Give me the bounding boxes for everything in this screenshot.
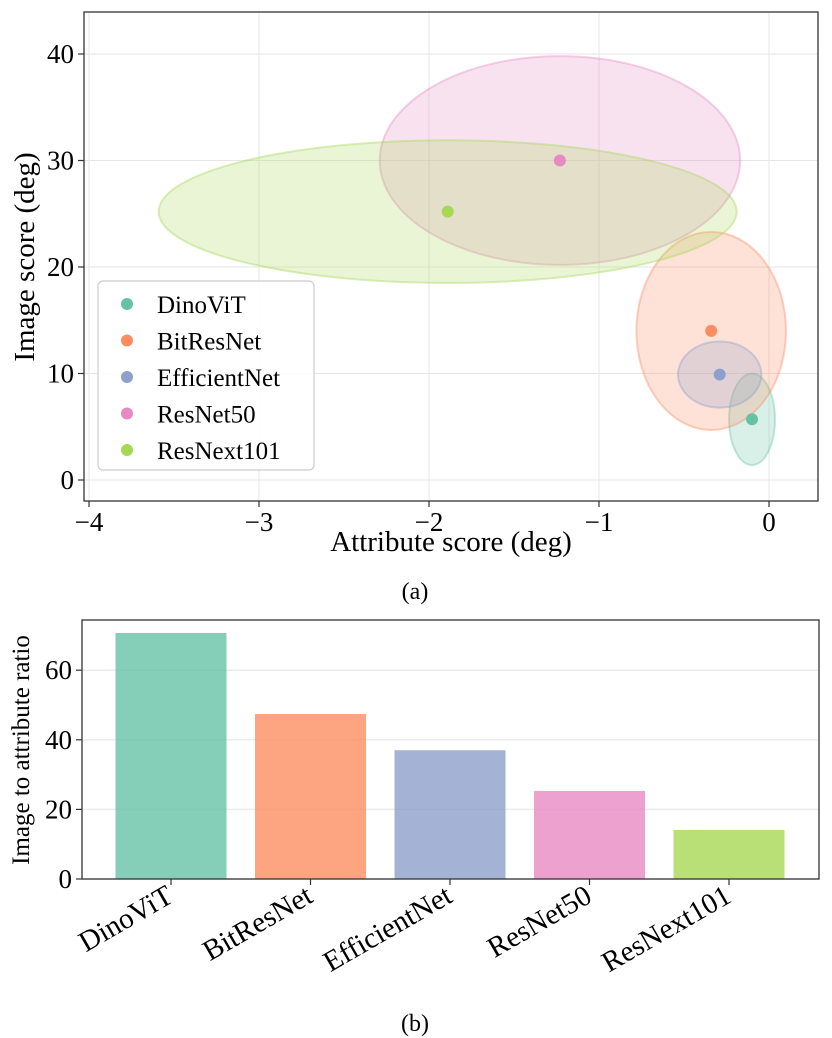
- x-tick-label: 0: [762, 507, 776, 537]
- legend-marker-bitresnet: [121, 334, 133, 347]
- legend-marker-resnext101: [121, 444, 133, 456]
- legend-marker-efficientnet: [121, 371, 133, 383]
- plot-frame: [81, 619, 820, 880]
- data-point-dinovit: [746, 413, 758, 426]
- legend-label: ResNet50: [157, 402, 256, 429]
- bar-bitresnet: [255, 714, 366, 879]
- data-point-resnext101: [441, 205, 454, 218]
- y-tick-label: 40: [45, 725, 72, 755]
- x-tick-label: BitResNet: [197, 879, 318, 967]
- x-tick-label: −4: [75, 507, 104, 537]
- data-point-resnet50: [553, 154, 566, 167]
- legend-box: [97, 280, 315, 471]
- data-point-bitresnet: [705, 324, 718, 337]
- y-tick-label: 0: [59, 864, 73, 894]
- bar-efficientnet: [394, 750, 506, 879]
- x-tick-label: −1: [585, 507, 614, 537]
- caption: (b): [401, 1011, 429, 1037]
- scatter-chart: −4 −3 −2 −1 0 0 10 20 30 40 Attribute score (deg) I…: [9, 11, 819, 605]
- legend-label: EfficientNet: [157, 365, 280, 392]
- legend: DinoViT BitResNet EfficientNet ResNet50 ResN…: [97, 280, 315, 471]
- y-tick-label: 20: [45, 794, 72, 824]
- y-tick-label: 30: [47, 146, 74, 176]
- bar-resnext101: [673, 829, 785, 879]
- y-tick-label: 0: [61, 465, 75, 495]
- x-tick-label: DinoViT: [73, 879, 178, 958]
- bar-resnet50: [534, 790, 645, 879]
- legend-label: BitResNet: [157, 329, 261, 356]
- data-point-efficientnet: [713, 368, 726, 381]
- caption: (a): [402, 579, 429, 605]
- x-tick-label: −2: [415, 507, 444, 537]
- x-tick-label: ResNet50: [482, 879, 597, 964]
- x-tick-label: −3: [245, 507, 274, 537]
- y-tick-label: 20: [47, 252, 74, 282]
- x-tick-label: ResNext101: [596, 879, 736, 978]
- legend-label: DinoViT: [157, 292, 246, 319]
- x-tick-label: EfficientNet: [318, 879, 458, 978]
- bar-chart: 0 20 40 60 DinoViT BitResNet EfficientNet ResNe…: [8, 619, 820, 1037]
- bar-dinovit: [115, 632, 227, 879]
- legend-marker-dinovit: [121, 298, 133, 310]
- y-axis-label: Image score (deg): [9, 152, 41, 361]
- y-tick-label: 60: [45, 655, 72, 685]
- y-axis-label: Image to attribute ratio: [8, 635, 35, 865]
- x-axis-label: Attribute score (deg): [330, 526, 572, 558]
- plot-frame: [83, 11, 819, 502]
- legend-marker-resnet50: [121, 407, 133, 420]
- y-tick-label: 40: [47, 39, 74, 69]
- legend-label: ResNext101: [157, 438, 281, 465]
- y-tick-label: 10: [47, 359, 74, 389]
